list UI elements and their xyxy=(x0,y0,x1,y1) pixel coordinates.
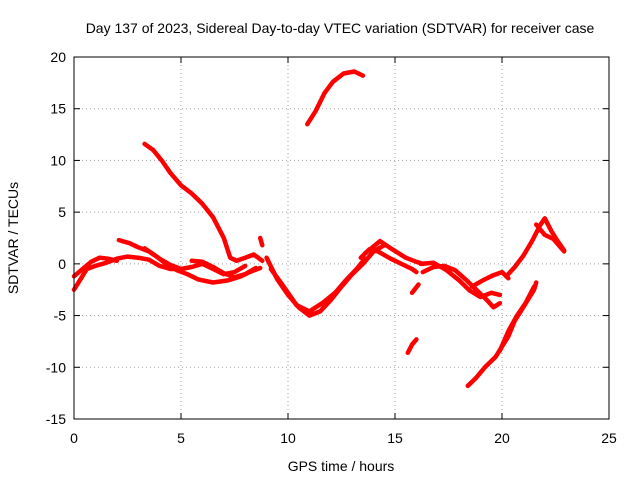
series-arc-mid-hump xyxy=(469,269,511,289)
y-tick-label: 15 xyxy=(50,101,66,117)
series-arc-high xyxy=(305,69,366,127)
x-tick-label: 20 xyxy=(494,430,510,446)
y-tick-label: -5 xyxy=(54,308,67,324)
x-tick-label: 25 xyxy=(601,430,617,446)
y-tick-label: -10 xyxy=(46,359,66,375)
series-arc-post-c xyxy=(418,260,503,300)
x-tick-label: 5 xyxy=(177,430,185,446)
series-arc-rise-late xyxy=(504,216,567,279)
x-tick-label: 10 xyxy=(280,430,296,446)
y-tick-label: 0 xyxy=(58,256,66,272)
series-arc-late-b xyxy=(533,222,567,254)
y-tick-label: -15 xyxy=(46,411,66,427)
series-arc-rise-b xyxy=(362,238,426,267)
series-arc-trough-a xyxy=(264,242,387,318)
y-tick-label: 20 xyxy=(50,49,66,65)
y-tick-label: 10 xyxy=(50,152,66,168)
x-tick-label: 15 xyxy=(387,430,403,446)
series-arc-spike xyxy=(257,235,265,248)
data-series xyxy=(71,69,567,389)
y-tick-label: 5 xyxy=(58,204,66,220)
series-arc-baseline-b xyxy=(71,255,120,279)
plot-frame xyxy=(73,56,610,420)
series-arc-baseline-c xyxy=(189,258,259,280)
x-axis-label: GPS time / hours xyxy=(288,458,395,474)
x-tick-label: 0 xyxy=(70,430,78,446)
chart-title: Day 137 of 2023, Sidereal Day-to-day VTE… xyxy=(86,20,595,36)
y-axis-label: SDTVAR / TECUs xyxy=(5,182,21,294)
series-arc-trough-b xyxy=(268,256,368,314)
series-arc-descent xyxy=(142,141,265,264)
axis-ticks: 0 5 10 15 20 25 -15 -10 -5 0 5 10 15 20 xyxy=(46,49,617,446)
series-arc-post-b xyxy=(420,263,503,310)
series-arc-post-a xyxy=(409,282,421,296)
series-arc-deep-b xyxy=(497,284,537,353)
series-arc-dip-small xyxy=(405,337,419,356)
grid-lines xyxy=(74,57,609,419)
